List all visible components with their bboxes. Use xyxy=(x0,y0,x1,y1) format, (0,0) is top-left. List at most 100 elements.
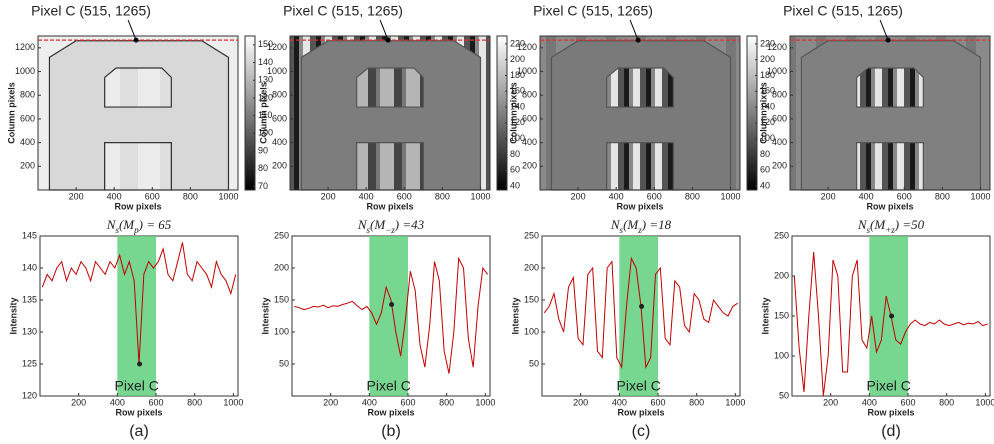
x-tick-label: 400 xyxy=(110,397,125,407)
y-tick-label: 800 xyxy=(522,90,537,100)
x-tick-label: 1000 xyxy=(970,191,990,201)
x-axis-label: Row pixels xyxy=(114,201,161,211)
x-tick-label: 800 xyxy=(439,397,454,407)
colorbar xyxy=(746,35,758,191)
title-part: N xyxy=(357,217,368,232)
panel-title: Pixel C (515, 1265) xyxy=(533,3,653,19)
x-axis-label: Row pixels xyxy=(616,201,663,211)
colorbar-tick-label: 140 xyxy=(510,101,525,111)
x-tick-label: 1000 xyxy=(720,191,740,201)
x-tick-label: 600 xyxy=(647,191,662,201)
lower-slot xyxy=(856,142,924,191)
upper-hole xyxy=(104,67,172,108)
y-tick-label: 200 xyxy=(272,161,287,171)
pointer xyxy=(127,19,137,41)
x-tick-label: 200 xyxy=(821,191,836,201)
y-tick-label: 200 xyxy=(274,262,289,272)
y-tick-label: 600 xyxy=(522,113,537,123)
band-label: Pixel C xyxy=(367,378,411,394)
x-axis-label: Row pixels xyxy=(115,407,162,417)
x-tick-label: 600 xyxy=(401,397,416,407)
x-tick-label: 600 xyxy=(149,397,164,407)
colorbar-tick-label: 40 xyxy=(510,180,520,190)
title-part: +z xyxy=(885,225,895,235)
highlight-band xyxy=(619,236,659,396)
y-tick-label: 1000 xyxy=(517,66,537,76)
colorbar-tick-label: 80 xyxy=(258,163,268,173)
x-tick-label: 800 xyxy=(183,191,198,201)
x-tick-label: 200 xyxy=(573,397,588,407)
y-tick-label: 400 xyxy=(522,137,537,147)
colorbar-tick-label: 60 xyxy=(760,165,770,175)
x-tick-label: 200 xyxy=(69,191,84,201)
colorbar-tick-label: 110 xyxy=(258,110,272,120)
colorbar-tick-label: 120 xyxy=(510,117,525,127)
upper-hole xyxy=(356,67,424,108)
x-axis-label: Row pixels xyxy=(617,407,664,417)
title-part: (M xyxy=(370,217,386,232)
pixel-c-point xyxy=(639,303,645,309)
band-label: Pixel C xyxy=(867,378,911,394)
plot-title: Ns(M+z) =50 xyxy=(857,217,925,235)
lower-slot xyxy=(104,142,172,191)
x-tick-label: 400 xyxy=(609,191,624,201)
y-tick-label: 250 xyxy=(774,230,789,240)
y-tick-label: 200 xyxy=(774,270,789,280)
x-tick-label: 600 xyxy=(651,397,666,407)
y-tick-label: 145 xyxy=(22,230,37,240)
x-tick-label: 200 xyxy=(571,191,586,201)
title-part: ) = 65 xyxy=(138,217,172,232)
image-frame xyxy=(37,35,239,191)
y-tick-label: 100 xyxy=(774,350,789,360)
title-part: N xyxy=(857,217,868,232)
plot-title: Ns(Mp) = 65 xyxy=(106,217,172,235)
y-axis-label: Column pixels xyxy=(758,82,768,144)
title-part: s xyxy=(867,225,871,235)
y-tick-label: 800 xyxy=(20,90,35,100)
upper-hole xyxy=(606,67,674,108)
x-axis-label: Row pixels xyxy=(866,201,913,211)
title-part: ) =43 xyxy=(394,217,425,232)
y-axis-label: Column pixels xyxy=(6,82,16,144)
panel-title: Pixel C (515, 1265) xyxy=(283,3,403,19)
pixel-c-point xyxy=(389,301,395,307)
y-tick-label: 600 xyxy=(20,113,35,123)
x-tick-label: 1000 xyxy=(223,397,243,407)
colorbar-tick-label: 60 xyxy=(510,165,520,175)
plot-title: Ns(M−z) =43 xyxy=(357,217,425,235)
x-tick-label: 800 xyxy=(685,191,700,201)
colorbar-tick-label: 120 xyxy=(258,92,273,102)
title-part: p xyxy=(133,225,139,235)
y-tick-label: 200 xyxy=(524,262,539,272)
colorbar-tick-label: 180 xyxy=(760,70,775,80)
title-part: −z xyxy=(385,225,395,235)
y-tick-label: 1000 xyxy=(267,66,287,76)
pointer xyxy=(879,19,889,41)
x-tick-label: 400 xyxy=(859,191,874,201)
x-tick-label: 800 xyxy=(435,191,450,201)
y-tick-label: 200 xyxy=(20,161,35,171)
title-part: N xyxy=(106,217,117,232)
x-tick-label: 400 xyxy=(107,191,122,201)
y-tick-label: 120 xyxy=(22,390,37,400)
colorbar-tick-label: 140 xyxy=(760,101,775,111)
y-tick-label: 400 xyxy=(272,137,287,147)
colorbar-tick-label: 200 xyxy=(510,54,525,64)
y-tick-label: 50 xyxy=(779,390,789,400)
x-tick-label: 400 xyxy=(359,191,374,201)
y-tick-label: 100 xyxy=(274,326,289,336)
colorbar-tick-label: 130 xyxy=(258,75,273,85)
panel-title: Pixel C (515, 1265) xyxy=(783,3,903,19)
y-tick-label: 600 xyxy=(772,113,787,123)
y-tick-label: 1200 xyxy=(267,42,287,52)
y-axis-label: Intensity xyxy=(8,297,18,334)
colorbar-tick-label: 80 xyxy=(760,149,770,159)
x-tick-label: 200 xyxy=(823,397,838,407)
y-axis-label: Intensity xyxy=(510,297,520,334)
colorbar-tick-label: 220 xyxy=(510,38,525,48)
y-tick-label: 125 xyxy=(22,358,37,368)
x-tick-label: 800 xyxy=(939,397,954,407)
y-tick-label: 800 xyxy=(272,90,287,100)
x-tick-label: 800 xyxy=(689,397,704,407)
